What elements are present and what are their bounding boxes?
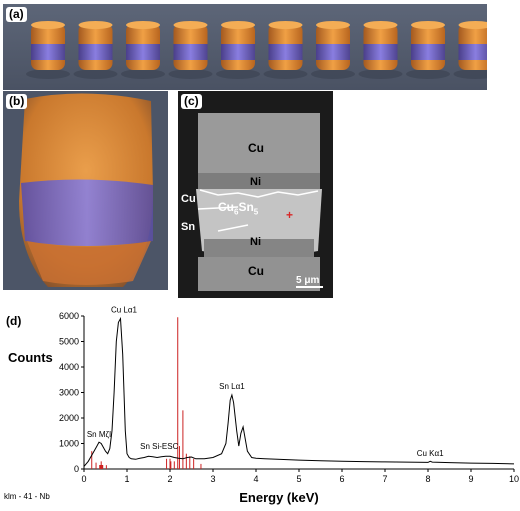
y-tick-label: 3000 (59, 388, 79, 398)
x-tick-label: 9 (468, 474, 473, 484)
peak-label: Sn Si-ESC (140, 442, 178, 451)
cylinder-view (406, 21, 450, 79)
cylinder-view (73, 21, 118, 79)
x-tick-label: 2 (167, 474, 172, 484)
peak-label: Cu Lα1 (111, 306, 138, 315)
x-tick-label: 4 (253, 474, 258, 484)
sem-image-graphic: + (178, 91, 333, 298)
y-tick-label: 0 (74, 464, 79, 474)
x-tick-label: 3 (210, 474, 215, 484)
y-axis-label: Counts (8, 350, 53, 365)
y-tick-label: 1000 (59, 439, 79, 449)
x-axis-label: Energy (keV) (239, 490, 318, 505)
ebsd-spot-marker: + (286, 208, 293, 222)
cylinder-view (311, 21, 355, 79)
label-intermetallic-phase: Cu6Sn5 (218, 200, 259, 217)
cylinder-view (26, 21, 70, 79)
x-tick-label: 0 (81, 474, 86, 484)
cylinder-view (168, 21, 213, 79)
peak-label: Sn MζI (87, 430, 111, 439)
cylinder-view (358, 21, 403, 79)
peak-label: Sn Lα1 (219, 382, 245, 391)
label-cu-bottom: Cu (248, 264, 264, 278)
panel-a-label: (a) (6, 7, 27, 22)
label-ni-top: Ni (250, 176, 261, 188)
cylinder-view (263, 21, 308, 79)
cylinder-view (216, 21, 260, 79)
cylinder-closeup-graphic (19, 93, 153, 287)
label-cu-left: Cu (181, 193, 196, 205)
x-tick-label: 10 (509, 474, 519, 484)
x-tick-label: 6 (339, 474, 344, 484)
x-tick-label: 8 (425, 474, 430, 484)
scale-bar-label: 5 μm (296, 275, 320, 286)
label-cu-top: Cu (248, 141, 264, 155)
cylinder-view (453, 21, 498, 79)
y-tick-label: 5000 (59, 337, 79, 347)
spectrum-line (83, 316, 515, 467)
cylinder-sequence-graphic (26, 21, 498, 79)
label-ni-bottom: Ni (250, 236, 261, 248)
panel-c-label: (c) (181, 94, 202, 109)
cylinder-view (121, 21, 165, 79)
x-tick-label: 7 (382, 474, 387, 484)
eds-spectrum-chart: 0 1 2 3 4 5 6 7 8 9 10 0 1000 2000 3000 4000 5000 6000 Cou… (4, 306, 519, 505)
y-tick-label: 2000 (59, 413, 79, 423)
panel-a-tomography-sequence: (a) (3, 4, 498, 90)
label-sn-left: Sn (181, 221, 196, 233)
y-tick-label: 6000 (59, 311, 79, 321)
panel-b-label: (b) (6, 94, 28, 109)
panel-d-eds-spectrum: (d) 0 1 2 3 4 5 6 7 8 9 10 0 1000 2000 3000 4000 5000 600… (0, 306, 520, 506)
corner-label: klm - 41 - Nb (4, 492, 50, 501)
panel-d-label: (d) (3, 314, 25, 329)
cursor-marker (99, 465, 104, 469)
y-tick-label: 4000 (59, 362, 79, 372)
panel-b-3d-reconstruction: (b) (3, 91, 168, 290)
peak-label: Cu Kα1 (417, 449, 444, 458)
panel-c-sem-cross-section: + Cu Ni Cu Cu6Sn5 Sn Ni Cu 5 μm (c) (178, 91, 333, 298)
x-tick-label: 5 (296, 474, 301, 484)
x-tick-label: 1 (124, 474, 129, 484)
